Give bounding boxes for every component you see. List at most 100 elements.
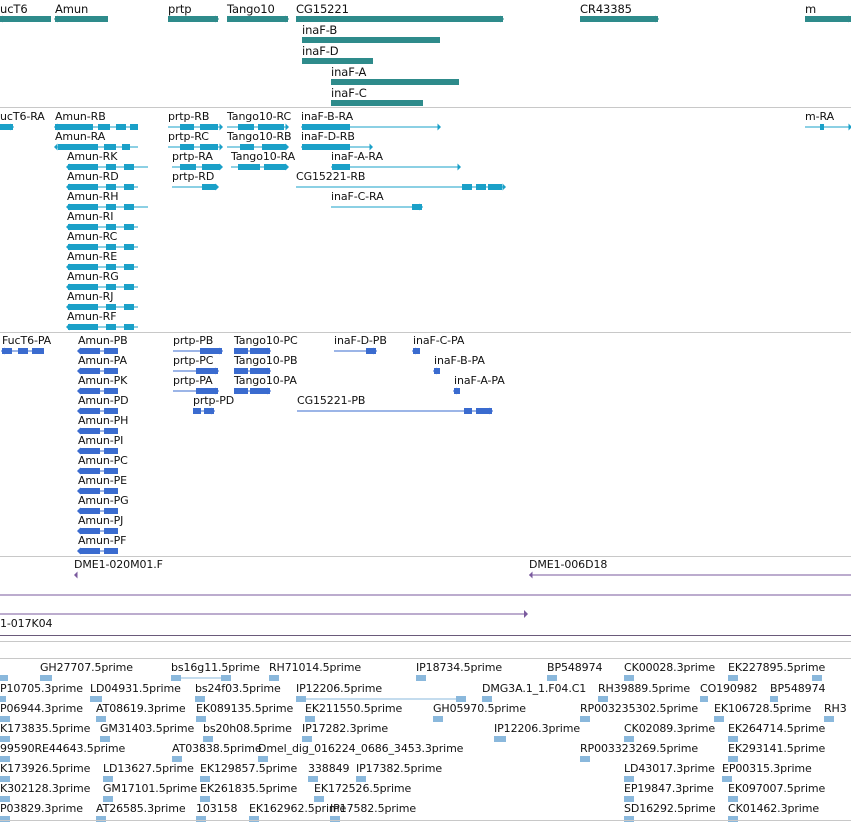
transcript-label[interactable]: inaF-C-RA	[331, 190, 384, 203]
protein-exon[interactable]	[32, 348, 44, 354]
est-block[interactable]	[580, 756, 590, 762]
protein-exon[interactable]	[366, 348, 376, 354]
est-label[interactable]: EK172526.5prime	[314, 782, 412, 795]
protein-label[interactable]: Amun-PK	[78, 374, 128, 387]
est-block[interactable]	[269, 675, 279, 681]
est-label[interactable]: CK00028.3prime	[624, 661, 716, 674]
est-block[interactable]	[416, 675, 426, 681]
protein-label[interactable]: prtp-PB	[173, 334, 214, 347]
transcript-label[interactable]: Tango10-RB	[227, 130, 292, 143]
protein-label[interactable]: Amun-PJ	[78, 514, 124, 527]
protein-label[interactable]: inaF-D-PB	[334, 334, 387, 347]
protein-exon[interactable]	[434, 368, 440, 374]
est-label[interactable]: RH71014.5prime	[269, 661, 362, 674]
est-label[interactable]: LD13627.5prime	[103, 762, 194, 775]
protein-exon[interactable]	[18, 348, 28, 354]
est-block[interactable]	[714, 716, 724, 722]
transcript-exon[interactable]	[124, 284, 134, 290]
transcript-exon[interactable]	[0, 124, 13, 130]
est-block[interactable]	[0, 675, 8, 681]
gene-bar[interactable]	[227, 16, 288, 22]
est-label[interactable]: GM17101.5prime	[103, 782, 198, 795]
transcript-label[interactable]: m-RA	[805, 110, 835, 123]
est-label[interactable]: RH39889.5prime	[598, 682, 691, 695]
est-label[interactable]: IP17582.5prime	[330, 802, 417, 815]
transcript-label[interactable]: inaF-B-RA	[301, 110, 354, 123]
transcript-label[interactable]: Amun-RG	[67, 270, 119, 283]
transcript-exon[interactable]	[820, 124, 824, 130]
est-label[interactable]: EK261835.5prime	[200, 782, 298, 795]
est-label[interactable]: EK264714.5prime	[728, 722, 826, 735]
est-block[interactable]	[728, 816, 738, 822]
transcript-exon[interactable]	[124, 224, 134, 230]
est-block[interactable]	[812, 675, 822, 681]
protein-exon[interactable]	[413, 348, 420, 354]
transcript-exon[interactable]	[202, 184, 216, 190]
gene-bar[interactable]	[296, 16, 503, 22]
est-label[interactable]: EP00315.3prime	[722, 762, 812, 775]
clone-label[interactable]: DME1-020M01.F	[74, 558, 163, 571]
transcript-label[interactable]: CG15221-RB	[296, 170, 366, 183]
transcript-label[interactable]: Amun-RK	[67, 150, 118, 163]
transcript-exon[interactable]	[412, 204, 422, 210]
gene-bar[interactable]	[55, 16, 108, 22]
protein-exon[interactable]	[193, 408, 201, 414]
transcript-label[interactable]: Amun-RJ	[67, 290, 114, 303]
est-label[interactable]: GH05970.5prime	[433, 702, 526, 715]
est-label[interactable]: RP003323269.5prime	[580, 742, 699, 755]
transcript-label[interactable]: Amun-RF	[67, 310, 117, 323]
gene-label[interactable]: Amun	[55, 2, 89, 16]
est-label[interactable]: AT03838.5prime	[172, 742, 262, 755]
est-label[interactable]: EK162962.5prime	[249, 802, 347, 815]
est-block[interactable]	[330, 816, 340, 822]
est-label[interactable]: IP18734.5prime	[416, 661, 503, 674]
gene-label[interactable]: prtp	[168, 2, 192, 16]
gene-label[interactable]: inaF-C	[331, 86, 367, 100]
est-block[interactable]	[728, 675, 738, 681]
est-label[interactable]: CO190982	[700, 682, 758, 695]
protein-label[interactable]: inaF-A-PA	[454, 374, 505, 387]
gene-bar[interactable]	[331, 100, 423, 106]
est-block[interactable]	[624, 675, 634, 681]
protein-label[interactable]: Amun-PF	[78, 534, 127, 547]
clone-label[interactable]: DME1-006D18	[529, 558, 608, 571]
est-label[interactable]: AT08619.3prime	[96, 702, 186, 715]
protein-exon[interactable]	[234, 388, 248, 394]
transcript-exon[interactable]	[130, 124, 138, 130]
protein-label[interactable]: FucT6-PA	[2, 334, 52, 347]
transcript-label[interactable]: prtp-RA	[172, 150, 213, 163]
est-label[interactable]: P10705.3prime	[0, 682, 83, 695]
transcript-exon[interactable]	[488, 184, 502, 190]
est-block[interactable]	[196, 816, 206, 822]
est-label[interactable]: Dmel_dig_016224_0686_3453.3prime	[258, 742, 464, 755]
gene-bar[interactable]	[302, 37, 440, 43]
est-block[interactable]	[40, 675, 52, 681]
est-label[interactable]: EK089135.5prime	[196, 702, 294, 715]
transcript-exon[interactable]	[124, 184, 134, 190]
gene-label[interactable]: inaF-A	[331, 65, 367, 79]
protein-exon[interactable]	[250, 388, 270, 394]
gene-label[interactable]: inaF-D	[302, 44, 339, 58]
est-label[interactable]: IP17382.5prime	[356, 762, 443, 775]
gene-label[interactable]: inaF-B	[302, 23, 338, 37]
est-label[interactable]: EK106728.5prime	[714, 702, 812, 715]
est-label[interactable]: SD16292.5prime	[624, 802, 716, 815]
transcript-label[interactable]: Amun-RI	[67, 210, 114, 223]
transcript-label[interactable]: Amun-RC	[67, 230, 118, 243]
est-label[interactable]: 338849	[308, 762, 350, 775]
protein-label[interactable]: prtp-PC	[173, 354, 214, 367]
est-label[interactable]: LD04931.5prime	[90, 682, 181, 695]
transcript-exon[interactable]	[116, 124, 126, 130]
gene-label[interactable]: m	[805, 2, 817, 16]
est-label[interactable]: GH27707.5prime	[40, 661, 133, 674]
transcript-exon[interactable]	[124, 324, 134, 330]
protein-label[interactable]: CG15221-PB	[297, 394, 366, 407]
gene-bar[interactable]	[580, 16, 658, 22]
protein-exon[interactable]	[476, 408, 492, 414]
protein-exon[interactable]	[104, 548, 118, 554]
est-block[interactable]	[171, 675, 181, 681]
transcript-exon[interactable]	[122, 144, 130, 150]
protein-label[interactable]: Tango10-PA	[234, 374, 297, 387]
protein-exon[interactable]	[204, 408, 214, 414]
est-label[interactable]: K173926.5prime	[0, 762, 91, 775]
